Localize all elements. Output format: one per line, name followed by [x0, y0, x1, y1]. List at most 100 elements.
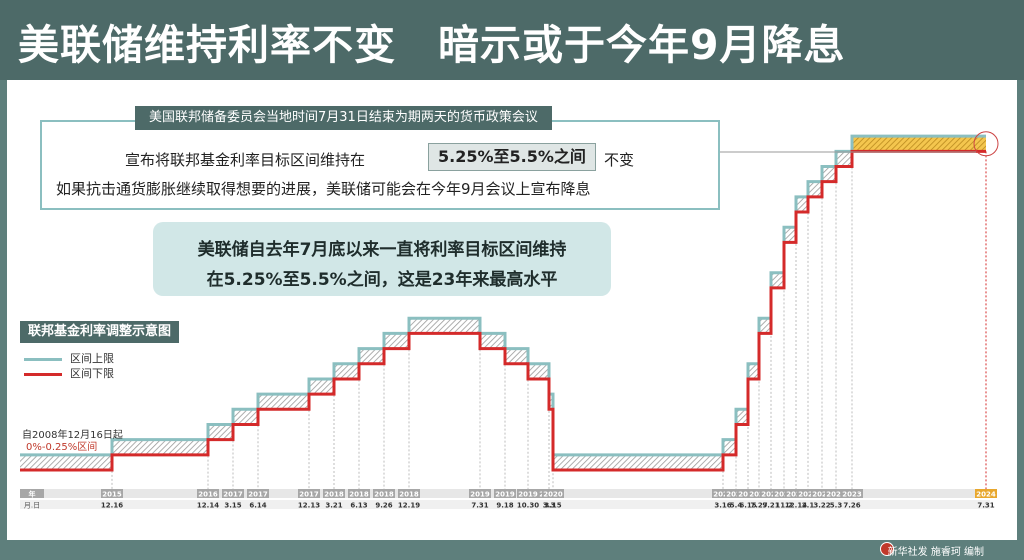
rate-band	[784, 227, 796, 243]
tick-year: 2015	[102, 491, 122, 499]
tick-date: 3.21	[325, 502, 342, 510]
tick-date: 5.3	[830, 502, 843, 510]
tick-year-bg	[542, 489, 564, 498]
tick-year: 2022	[713, 491, 733, 499]
tick-date: 9.21	[762, 502, 779, 510]
tick-year-bg	[517, 489, 539, 498]
tick-date: 7.27	[750, 502, 767, 510]
footer-credit: 新华社发 施睿珂 编制	[887, 547, 984, 558]
rate-band	[796, 196, 808, 213]
tick-year-bg	[773, 489, 795, 498]
tick-date: 3.3	[543, 502, 556, 510]
highlight-line1: 美联储自去年7月底以来一直将利率目标区间维持	[197, 240, 567, 260]
tick-date: 6.14	[249, 502, 266, 510]
tick-year: 2016	[198, 491, 218, 499]
tick-year: 2023	[842, 491, 862, 499]
rate-band	[822, 166, 836, 182]
rate-band	[233, 409, 258, 425]
rate-band	[528, 363, 549, 379]
tick-year: 2019	[495, 491, 515, 499]
axis-year-label: 年	[29, 490, 36, 499]
tick-year-bg	[494, 489, 516, 498]
tick-year-bg	[797, 489, 819, 498]
tick-date: 5.4	[730, 502, 743, 510]
rate-band	[20, 454, 112, 470]
legend-lower-swatch	[24, 372, 62, 376]
rate-range-badge: 5.25%至5.5%之间	[428, 143, 596, 171]
tick-date: 7.31	[977, 502, 994, 510]
current-rate-band	[852, 136, 986, 152]
tick-year-bg	[748, 489, 770, 498]
meeting-line1-prefix: 宣布将联邦基金利率目标区间维持在	[125, 151, 366, 169]
highlight-line2: 在5.25%至5.5%之间，这是23年来最高水平	[206, 270, 558, 290]
rate-band	[808, 181, 822, 197]
tick-year: 2017	[248, 491, 268, 499]
tick-year-bg	[785, 489, 807, 498]
page-title: 美联储维持利率不变 暗示或于今年9月降息	[18, 21, 846, 69]
right-border	[1017, 80, 1024, 550]
footer-bar	[0, 540, 1024, 560]
tick-date: 6.13	[350, 502, 367, 510]
tick-year-bg	[222, 489, 244, 498]
tick-date: 9.18	[496, 502, 513, 510]
tick-date: 12.13	[298, 502, 320, 510]
tick-year: 2022	[761, 491, 781, 499]
rate-band	[549, 394, 553, 410]
lower-limit-line	[20, 149, 986, 472]
rate-band	[723, 439, 736, 455]
tick-date: 9.26	[375, 502, 392, 510]
tick-date: 12.14	[197, 502, 219, 510]
tick-year: 2023	[798, 491, 818, 499]
rate-band	[771, 272, 784, 288]
tick-year-bg	[811, 489, 833, 498]
left-border	[0, 80, 7, 550]
meeting-line2: 如果抗击通货膨胀继续取得想要的进展，美联储可能会在今年9月会议上宣布降息	[56, 180, 591, 198]
tick-date: 7.31	[471, 502, 488, 510]
meeting-line1-suffix: 不变	[604, 151, 635, 169]
rate-band	[748, 363, 759, 379]
start-range-note: 0%-0.25%区间	[26, 442, 98, 453]
tick-year-bg	[298, 489, 320, 498]
current-rate-marker	[973, 131, 999, 157]
tick-year: 2019	[470, 491, 490, 499]
rate-band	[112, 439, 208, 455]
tick-date: 12.16	[101, 502, 123, 510]
tick-date: 11.2	[775, 502, 792, 510]
tick-date: 3.16	[714, 502, 731, 510]
legend-upper-swatch	[24, 357, 62, 361]
tick-year-bg	[323, 489, 345, 498]
tick-year-bg	[825, 489, 847, 498]
rate-band	[759, 318, 771, 334]
tick-year: 2018	[399, 491, 419, 499]
tick-year: 2018	[349, 491, 369, 499]
rate-band	[359, 348, 384, 364]
tick-year-bg	[841, 489, 863, 498]
rate-band	[480, 333, 505, 349]
tick-year: 2020	[543, 491, 563, 499]
header-banner: 美联储维持利率不变 暗示或于今年9月降息	[0, 0, 1024, 80]
tick-year: 2023	[812, 491, 832, 499]
tick-year: 2022	[726, 491, 746, 499]
tick-year-bg	[197, 489, 219, 498]
tick-date: 3.22	[813, 502, 830, 510]
tick-date: 12.14	[785, 502, 807, 510]
tick-date: 6.15	[739, 502, 756, 510]
legend-lower-label: 区间下限	[70, 367, 114, 380]
tick-year-bg	[975, 489, 997, 498]
tick-date: 2.1	[802, 502, 815, 510]
tick-year-bg	[398, 489, 420, 498]
tick-year: 2017	[299, 491, 319, 499]
tick-year-bg	[101, 489, 123, 498]
highlight-box: 美联储自去年7月底以来一直将利率目标区间维持 在5.25%至5.5%之间，这是2…	[153, 222, 611, 296]
tick-year-bg	[712, 489, 734, 498]
tick-year: 2023	[826, 491, 846, 499]
rate-band	[309, 378, 334, 395]
axis-date-bar	[20, 500, 990, 509]
tick-year: 2022	[786, 491, 806, 499]
tick-year: 2022	[749, 491, 769, 499]
tick-year: 2022	[774, 491, 794, 499]
rate-band	[836, 151, 852, 167]
rate-band	[409, 318, 480, 334]
